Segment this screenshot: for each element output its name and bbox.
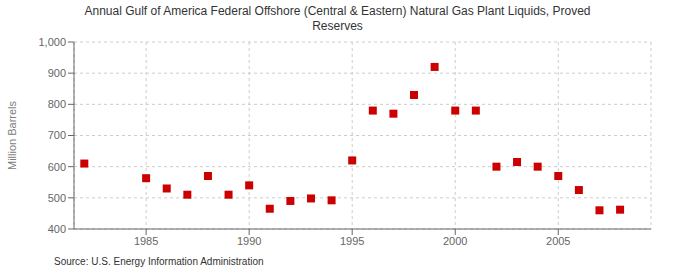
svg-text:600: 600 [48, 161, 66, 173]
svg-text:1985: 1985 [134, 235, 158, 247]
svg-text:500: 500 [48, 192, 66, 204]
svg-text:800: 800 [48, 98, 66, 110]
svg-text:1990: 1990 [237, 235, 261, 247]
svg-text:1,000: 1,000 [38, 36, 66, 48]
html-text:Reserves: Reserves [312, 19, 363, 33]
svg-text:2005: 2005 [546, 235, 570, 247]
svg-text:1995: 1995 [340, 235, 364, 247]
svg-text:700: 700 [48, 129, 66, 141]
svg-text:2000: 2000 [443, 235, 467, 247]
svg-text:900: 900 [48, 67, 66, 79]
svg-text:400: 400 [48, 223, 66, 235]
html-text:Source: U.S. Energy Informatio: Source: U.S. Energy Information Administ… [54, 256, 264, 267]
html-text:Annual Gulf of America Federal: Annual Gulf of America Federal Offshore … [84, 4, 591, 18]
svg-text:Million Barrels: Million Barrels [8, 100, 18, 170]
